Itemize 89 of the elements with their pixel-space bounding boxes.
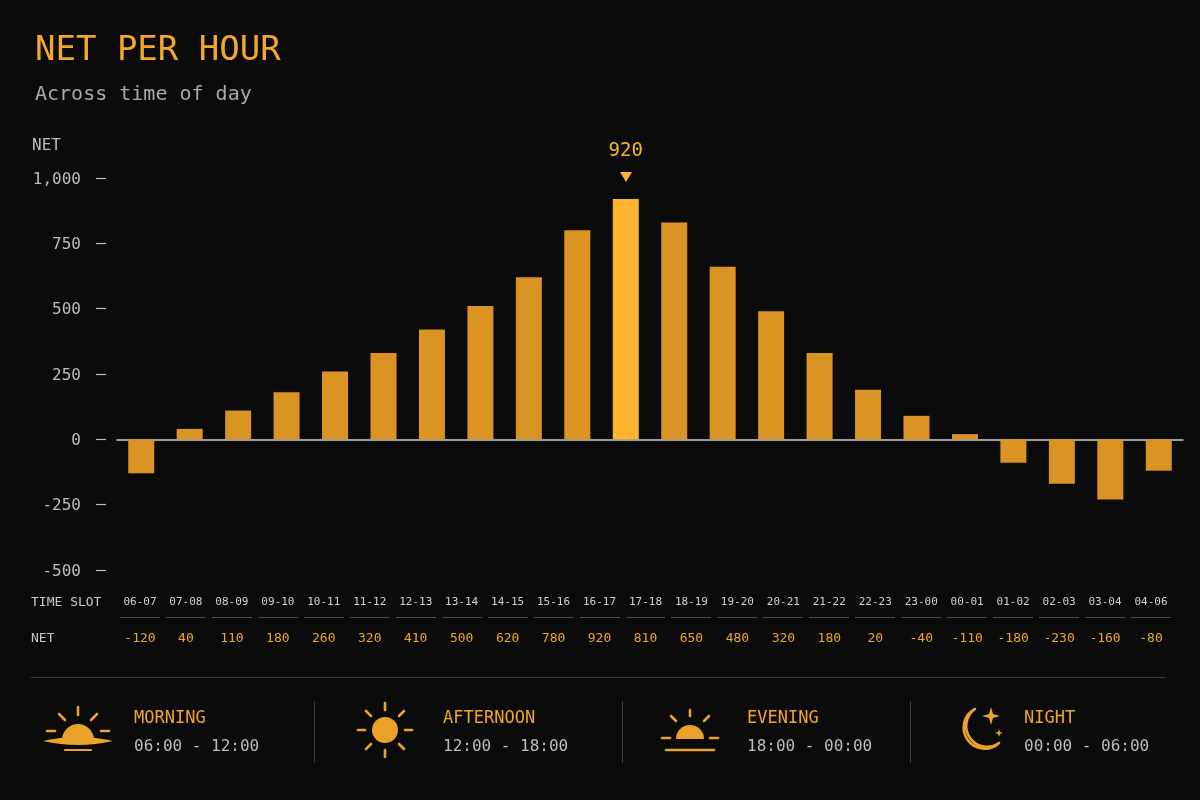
bar — [806, 353, 833, 440]
data-label: 180 — [265, 629, 291, 647]
text: 00:00 - 06:00 — [1024, 735, 1150, 757]
bar — [515, 277, 542, 440]
category-label: 03-04 — [1085, 594, 1126, 618]
y-tick-label: 750 — [52, 233, 81, 253]
bar — [564, 230, 591, 440]
category-label: 00-01 — [947, 594, 988, 618]
category-label: 13-14 — [441, 594, 482, 618]
category-label: 15-16 — [533, 594, 574, 618]
category-label: 12-13 — [395, 594, 436, 618]
bar — [612, 198, 639, 440]
y-tick-label: -250 — [42, 495, 81, 515]
bar — [1000, 439, 1027, 463]
bar — [758, 311, 785, 440]
category-label: 20-21 — [763, 594, 804, 618]
data-label: 500 — [448, 629, 475, 647]
data-label: 110 — [219, 629, 245, 647]
text: EVENING — [747, 706, 819, 728]
y-tick-label: 500 — [52, 299, 81, 319]
y-tick-label: 0 — [71, 429, 81, 449]
category-label: 16-17 — [579, 594, 620, 618]
category-label: 18-19 — [671, 594, 712, 618]
bar — [128, 439, 155, 474]
chart-subtitle: Across time of day — [35, 81, 252, 105]
data-label: 320 — [357, 629, 383, 647]
data-label: 40 — [177, 629, 195, 647]
category-label: 23-00 — [901, 594, 942, 618]
data-label: -110 — [950, 629, 984, 647]
data-label: -160 — [1088, 629, 1122, 647]
y-tick-label: 250 — [52, 364, 81, 384]
bar — [951, 434, 978, 440]
data-label: -80 — [1138, 629, 1164, 647]
data-label: 650 — [678, 629, 705, 647]
data-label: 180 — [816, 629, 843, 647]
chart-title: NET PER HOUR — [35, 28, 282, 68]
bar — [903, 415, 930, 440]
bar — [467, 306, 494, 440]
data-label: 780 — [540, 629, 567, 647]
data-label: 260 — [311, 629, 337, 647]
data-label: 620 — [494, 629, 521, 647]
y-tick-label: 1,000 — [32, 168, 81, 188]
data-label: 480 — [724, 629, 751, 647]
category-label: 04-06 — [1131, 594, 1171, 618]
bar — [709, 266, 736, 440]
data-label: 810 — [632, 629, 659, 647]
text: MORNING — [134, 706, 206, 728]
bar — [370, 353, 397, 440]
text: TIME SLOT — [31, 593, 102, 611]
text: 06:00 - 12:00 — [134, 735, 260, 757]
bar — [418, 329, 445, 440]
text: 12:00 - 18:00 — [443, 735, 569, 757]
data-label: 410 — [402, 629, 429, 647]
bar — [225, 410, 252, 440]
bar — [1097, 439, 1124, 500]
category-label: 17-18 — [625, 594, 666, 618]
bar — [176, 428, 203, 440]
data-label: 320 — [770, 629, 797, 647]
bar — [322, 371, 349, 440]
data-label: -180 — [996, 629, 1030, 647]
data-label: -230 — [1042, 629, 1076, 647]
category-label: 19-20 — [717, 594, 758, 618]
data-label: 920 — [608, 138, 643, 161]
category-label: 01-02 — [993, 594, 1034, 618]
bar — [1048, 439, 1075, 484]
y-tick-label: -500 — [42, 560, 81, 580]
category-label: 22-23 — [855, 594, 896, 618]
category-label: 07-08 — [165, 594, 206, 618]
text: NET — [31, 629, 55, 647]
category-label: 11-12 — [349, 594, 390, 618]
bar — [661, 222, 688, 440]
text: 18:00 - 00:00 — [747, 735, 873, 757]
category-label: 09-10 — [257, 594, 298, 618]
category-label: 08-09 — [211, 594, 252, 618]
bar — [855, 389, 882, 440]
bar — [273, 392, 300, 440]
bar — [1145, 439, 1172, 471]
category-label: 06-07 — [120, 594, 160, 618]
data-label: -120 — [123, 629, 157, 647]
data-label: -40 — [908, 629, 934, 647]
category-label: 10-11 — [303, 594, 344, 618]
category-label: 02-03 — [1039, 594, 1080, 618]
category-label: 21-22 — [809, 594, 850, 618]
category-label: 14-15 — [487, 594, 528, 618]
text: NIGHT — [1024, 706, 1076, 728]
text: AFTERNOON — [443, 706, 536, 728]
data-label: 920 — [586, 629, 613, 647]
y-axis-title: NET — [32, 134, 62, 154]
data-label: 20 — [866, 629, 885, 647]
